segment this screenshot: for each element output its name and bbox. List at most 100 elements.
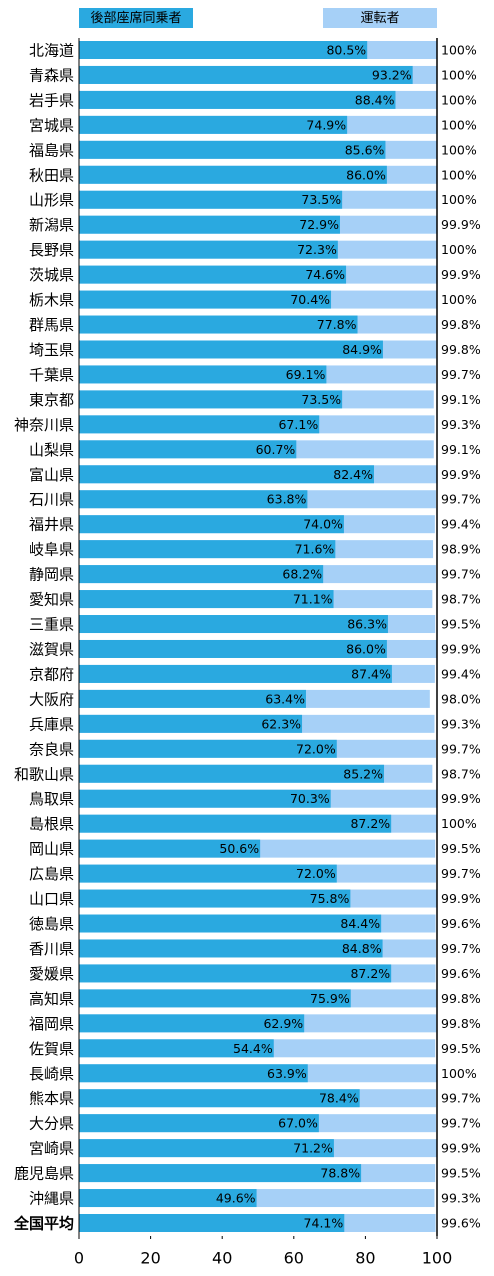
value-label: 99.4% — [441, 517, 481, 532]
value-label: 54.4% — [233, 1041, 273, 1056]
y-tick-label: 全国平均 — [13, 1215, 74, 1233]
y-tick-label: 岩手県 — [29, 91, 74, 109]
value-label: 98.9% — [441, 542, 481, 557]
y-tick-label: 福岡県 — [29, 1015, 74, 1033]
value-label: 70.4% — [290, 292, 330, 307]
value-label: 99.9% — [441, 467, 481, 482]
value-label: 80.5% — [326, 43, 366, 58]
y-tick-label: 鹿児島県 — [14, 1165, 74, 1183]
y-tick-label: 栃木県 — [29, 291, 74, 309]
value-label: 88.4% — [355, 92, 395, 107]
value-label: 99.7% — [441, 741, 481, 756]
y-tick-label: 宮城県 — [29, 116, 74, 134]
y-tick-label: 北海道 — [29, 42, 74, 60]
bar — [79, 1039, 274, 1058]
value-label: 67.0% — [278, 1116, 318, 1131]
bar — [79, 90, 396, 109]
value-label: 63.9% — [267, 1066, 307, 1081]
value-label: 99.7% — [441, 1091, 481, 1106]
bar — [79, 864, 337, 883]
bar — [79, 789, 331, 808]
y-tick-label: 和歌山県 — [14, 765, 74, 783]
value-label: 63.4% — [265, 691, 305, 706]
value-label: 99.3% — [441, 417, 481, 432]
bar — [79, 1164, 362, 1183]
value-label: 98.7% — [441, 592, 481, 607]
value-label: 98.7% — [441, 766, 481, 781]
value-label: 50.6% — [219, 841, 259, 856]
y-tick-label: 愛知県 — [29, 591, 74, 609]
y-tick-label: 山形県 — [29, 191, 74, 209]
bar — [79, 440, 297, 459]
y-tick-label: 山口県 — [29, 890, 74, 908]
bar — [79, 1089, 360, 1108]
value-label: 74.1% — [304, 1216, 344, 1231]
y-tick-label: 長崎県 — [29, 1065, 74, 1083]
bar — [79, 65, 413, 84]
y-tick-label: 神奈川県 — [14, 416, 74, 434]
value-label: 74.0% — [303, 517, 343, 532]
bar — [79, 964, 392, 983]
bar — [79, 140, 386, 159]
value-label: 72.9% — [299, 217, 339, 232]
value-label: 99.9% — [441, 267, 481, 282]
value-label: 99.6% — [441, 916, 481, 931]
y-tick-label: 沖縄県 — [29, 1190, 74, 1208]
y-tick-label: 大阪府 — [29, 690, 74, 708]
y-tick-label: 兵庫県 — [29, 715, 74, 733]
value-label: 99.7% — [441, 866, 481, 881]
value-label: 87.2% — [350, 966, 390, 981]
value-label: 99.9% — [441, 217, 481, 232]
value-label: 99.8% — [441, 1016, 481, 1031]
value-label: 99.7% — [441, 567, 481, 582]
value-label: 49.6% — [216, 1191, 256, 1206]
value-label: 86.0% — [346, 641, 386, 656]
value-label: 72.0% — [296, 866, 336, 881]
value-label: 100% — [441, 192, 477, 207]
value-label: 100% — [441, 67, 477, 82]
bar — [79, 989, 351, 1008]
value-label: 71.2% — [293, 1141, 333, 1156]
value-label: 87.2% — [350, 816, 390, 831]
y-tick-label: 愛媛県 — [29, 965, 74, 983]
value-label: 99.9% — [441, 1141, 481, 1156]
value-label: 62.3% — [261, 716, 301, 731]
bar — [79, 689, 306, 708]
value-label: 69.1% — [286, 367, 326, 382]
value-label: 100% — [441, 92, 477, 107]
y-tick-label: 青森県 — [29, 66, 74, 84]
value-label: 86.3% — [347, 617, 387, 632]
y-tick-label: 奈良県 — [29, 740, 74, 758]
y-tick-label: 香川県 — [29, 940, 74, 958]
value-label: 71.1% — [293, 592, 333, 607]
value-label: 100% — [441, 816, 477, 831]
y-tick-label: 大分県 — [29, 1115, 74, 1133]
bar — [79, 540, 336, 559]
x-tick-label: 0 — [74, 1249, 84, 1268]
y-tick-label: 山梨県 — [29, 441, 74, 459]
value-label: 99.6% — [441, 966, 481, 981]
bar — [79, 1139, 334, 1158]
bar — [79, 490, 308, 509]
x-tick-label: 60 — [284, 1249, 304, 1268]
value-label: 100% — [441, 117, 477, 132]
y-tick-label: 島根県 — [29, 815, 74, 833]
value-label: 63.8% — [267, 492, 307, 507]
value-label: 99.1% — [441, 392, 481, 407]
bar — [79, 1189, 257, 1208]
y-tick-label: 三重県 — [29, 616, 74, 634]
x-tick-label: 40 — [212, 1249, 232, 1268]
value-label: 84.8% — [342, 941, 382, 956]
y-tick-label: 滋賀県 — [29, 640, 74, 658]
value-label: 67.1% — [278, 417, 318, 432]
bar — [79, 340, 383, 359]
value-label: 98.0% — [441, 691, 481, 706]
value-label: 99.4% — [441, 666, 481, 681]
value-label: 99.7% — [441, 492, 481, 507]
y-tick-label: 長野県 — [29, 241, 74, 259]
value-label: 84.4% — [340, 916, 380, 931]
bar — [79, 365, 327, 384]
y-tick-label: 東京都 — [29, 391, 74, 409]
bar — [79, 1014, 305, 1033]
